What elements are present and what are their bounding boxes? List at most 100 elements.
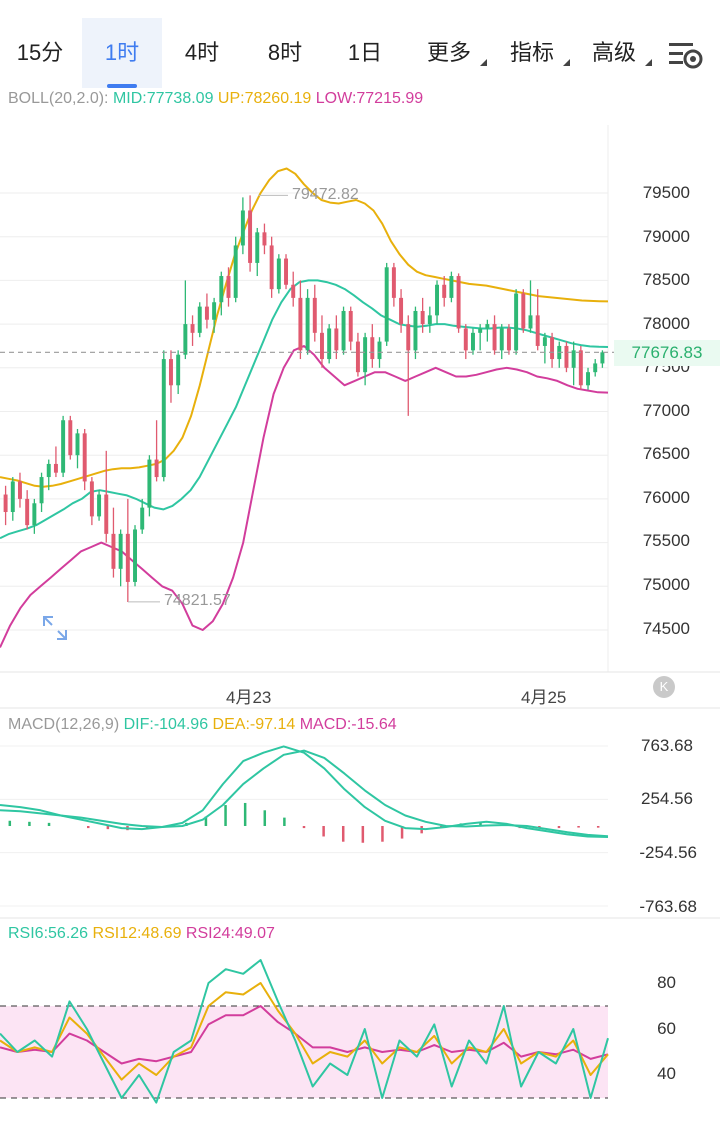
boll-mid-line <box>0 279 609 540</box>
rsi-legend: RSI6:56.26 RSI12:48.69 RSI24:49.07 <box>8 925 275 943</box>
candle-body <box>25 498 30 526</box>
candle-body <box>46 463 51 478</box>
tab-advanced[interactable]: 高级 <box>578 18 652 88</box>
tab-label: 4时 <box>184 40 220 65</box>
tab-label: 1日 <box>347 40 383 65</box>
candle-body <box>600 352 605 364</box>
candle-body <box>355 341 360 373</box>
candle-body <box>32 503 37 526</box>
price-axis-label: 75000 <box>642 575 690 594</box>
candle-body <box>104 494 109 534</box>
macd-axis-label: -763.68 <box>639 897 697 916</box>
macd-dea-line <box>0 749 609 838</box>
price-axis-label: 78000 <box>642 314 690 333</box>
candle-body <box>312 297 317 333</box>
candle-body <box>133 529 138 582</box>
timeframe-tabs: 15分 1时 4时 8时 1日 更多 指标 高级 <box>0 0 720 90</box>
boll-mid-value: MID:77738.09 <box>112 90 214 107</box>
candle-body <box>53 463 58 473</box>
expand-icon[interactable] <box>40 613 70 643</box>
candle-body <box>240 210 245 246</box>
candle-body <box>140 507 145 530</box>
tab-15min[interactable]: 15分 <box>5 18 75 88</box>
boll-low-value: LOW:77215.99 <box>315 90 424 107</box>
high-price-annotation: 79472.82 <box>292 186 359 203</box>
candle-body <box>10 481 15 513</box>
candle-body <box>391 267 396 298</box>
rsi12-value: RSI12:48.69 <box>92 925 182 942</box>
dropdown-triangle-icon <box>645 59 652 66</box>
tab-label: 15分 <box>16 40 64 65</box>
tab-4h[interactable]: 4时 <box>167 18 237 88</box>
tab-indicators[interactable]: 指标 <box>496 18 570 88</box>
candle-body <box>305 297 310 351</box>
rsi24-line <box>0 1005 609 1065</box>
tab-8h[interactable]: 8时 <box>250 18 320 88</box>
candle-body <box>183 324 188 355</box>
candle-body <box>212 302 217 320</box>
tab-1d[interactable]: 1日 <box>330 18 400 88</box>
candle-body <box>499 328 504 351</box>
tab-more[interactable]: 更多 <box>413 18 487 88</box>
candle-body <box>492 324 497 351</box>
low-price-annotation: 74821.57 <box>164 592 231 609</box>
candle-body <box>118 533 123 569</box>
tab-1h[interactable]: 1时 <box>82 18 162 88</box>
rsi6-value: RSI6:56.26 <box>8 925 89 942</box>
candle-body <box>327 328 332 360</box>
tab-label: 8时 <box>267 40 303 65</box>
price-axis-label: 76000 <box>642 488 690 507</box>
candle-body <box>384 267 389 342</box>
candle-body <box>578 350 583 386</box>
candle-body <box>3 494 8 513</box>
macd-hist-value: MACD:-15.64 <box>299 716 397 733</box>
chart-settings-icon[interactable] <box>666 38 706 72</box>
candle-body <box>284 258 289 285</box>
price-axis-label: 77000 <box>642 401 690 420</box>
candle-body <box>97 494 102 517</box>
candle-body <box>348 310 353 342</box>
candle-body <box>571 350 576 368</box>
candle-body <box>17 481 22 499</box>
candle-body <box>147 459 152 508</box>
candle-body <box>586 372 591 386</box>
price-axis-label: 74500 <box>642 619 690 638</box>
candle-body <box>39 477 44 504</box>
dropdown-triangle-icon <box>480 59 487 66</box>
candle-body <box>61 420 66 473</box>
rsi-axis-label: 40 <box>657 1064 676 1083</box>
candle-body <box>75 433 80 456</box>
candle-body <box>255 232 260 263</box>
candle-body <box>219 276 224 303</box>
price-axis-label: 76500 <box>642 444 690 463</box>
dropdown-triangle-icon <box>563 59 570 66</box>
tab-label: 指标 <box>509 40 554 65</box>
candle-body <box>406 324 411 351</box>
candle-body <box>550 337 555 360</box>
candle-body <box>334 328 339 351</box>
rsi12-line <box>0 982 609 1081</box>
macd-axis-label: 254.56 <box>641 789 693 808</box>
candle-body <box>456 276 461 329</box>
macd-legend: MACD(12,26,9) DIF:-104.96 DEA:-97.14 MAC… <box>8 716 397 734</box>
candle-body <box>204 306 209 320</box>
expand-glyph <box>43 616 67 640</box>
candle-body <box>478 328 483 333</box>
date-axis-label: 4月25 <box>521 688 567 707</box>
candle-body <box>377 341 382 360</box>
macd-dif-line <box>0 745 609 838</box>
candle-body <box>82 433 87 482</box>
candle-body <box>168 359 173 386</box>
candle-body <box>226 276 231 298</box>
collapse-axis-icon[interactable]: K <box>653 676 675 698</box>
candle-body <box>161 359 166 478</box>
boll-legend: BOLL(20,2.0): MID:77738.09 UP:78260.19 L… <box>8 90 423 108</box>
candle-body <box>449 276 454 298</box>
macd-label: MACD(12,26,9) <box>8 716 120 733</box>
tab-label: 高级 <box>591 40 636 65</box>
current-price-tag: 77676.83 <box>614 340 720 366</box>
tab-label: 1时 <box>104 40 140 65</box>
candle-body <box>341 310 346 351</box>
boll-label: BOLL(20,2.0): <box>8 90 109 107</box>
